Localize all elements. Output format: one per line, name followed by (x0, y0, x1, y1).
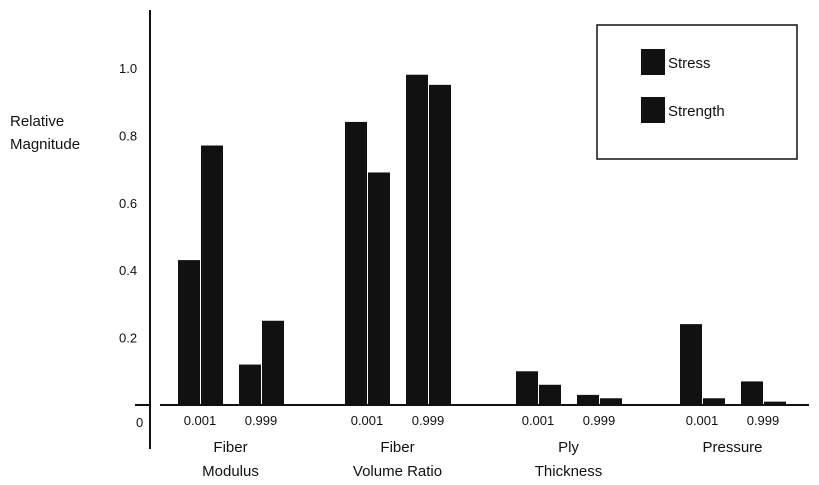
bar-stress (577, 394, 599, 405)
bar-strength (368, 172, 390, 405)
bar-stress (239, 364, 261, 405)
y-tick-label: 0 (136, 415, 143, 430)
x-tick-label: 0.999 (747, 413, 780, 428)
legend-swatch-stress (641, 49, 665, 75)
x-tick-label-layer: 0.001 0.999 0.001 0.999 0.001 0.999 0.001 0.999 (184, 413, 780, 428)
legend: Stress Strength (596, 24, 798, 160)
bar-strength (201, 145, 223, 405)
group-label: Volume Ratio (353, 463, 442, 480)
group-label-layer: Fiber Modulus Fiber Volume Ratio Ply Thicknes… (202, 439, 762, 480)
legend-label-strength: Strength (668, 103, 725, 120)
bar-strength (429, 84, 451, 405)
legend-label-stress: Stress (668, 55, 711, 72)
bar-strength (600, 398, 622, 405)
bar-strength (703, 398, 725, 405)
bar-stress (178, 260, 200, 405)
x-tick-label: 0.001 (351, 413, 384, 428)
bar-stress (345, 121, 367, 406)
group-label: Modulus (202, 463, 259, 480)
x-tick-label: 0.001 (184, 413, 217, 428)
y-tick-label: 0.8 (119, 128, 137, 143)
x-tick-label: 0.999 (583, 413, 616, 428)
bar-layer (178, 74, 786, 406)
x-tick-label: 0.999 (412, 413, 445, 428)
y-tick-layer: 0 0.2 0.4 0.6 0.8 1.0 (119, 61, 143, 430)
group-label: Fiber (213, 439, 247, 456)
x-tick-label: 0.999 (245, 413, 278, 428)
group-label: Fiber (380, 439, 414, 456)
group-label: Ply (558, 439, 579, 456)
y-axis-label-line-2: Magnitude (10, 136, 80, 153)
y-axis-label-line-1: Relative (10, 113, 64, 130)
y-tick-label: 1.0 (119, 61, 137, 76)
bar-strength (262, 320, 284, 405)
y-tick-label: 0.6 (119, 196, 137, 211)
x-tick-label: 0.001 (522, 413, 555, 428)
y-tick-label: 0.4 (119, 263, 137, 278)
bar-strength (764, 401, 786, 405)
legend-swatch-strength (641, 97, 665, 123)
bar-stress (516, 371, 538, 405)
group-label: Thickness (535, 463, 603, 480)
bar-stress (406, 74, 428, 406)
bar-strength (539, 384, 561, 405)
bar-stress (680, 324, 702, 405)
x-tick-label: 0.001 (686, 413, 719, 428)
group-label: Pressure (702, 439, 762, 456)
legend-box (596, 24, 798, 160)
bar-stress (741, 381, 763, 405)
y-tick-label: 0.2 (119, 331, 137, 346)
